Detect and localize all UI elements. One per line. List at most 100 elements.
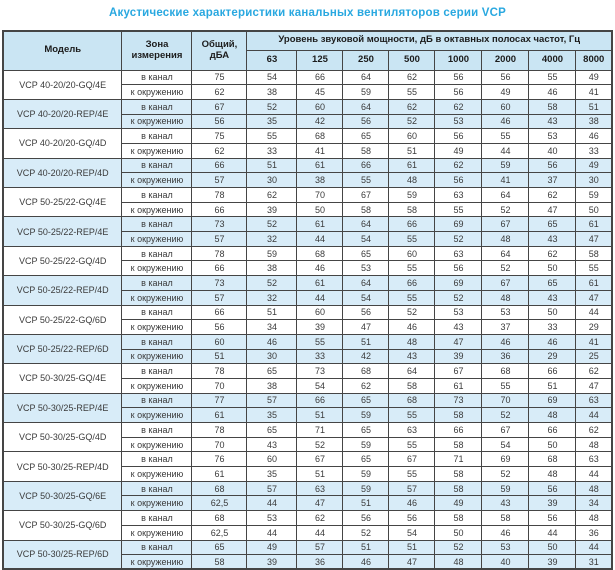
table-row: VCP 50-25/22-REP/4E в канал 73 52 61 64 66 69 67… — [2, 216, 613, 247]
spl-value-cell: 55 — [388, 289, 436, 306]
spl-value-cell: 67 — [481, 422, 530, 438]
table-row: к окружению 57 32 44 54 55 52 48 43 47 — [3, 289, 613, 306]
spl-value-cell: 58 — [342, 201, 390, 218]
spl-value-cell: 51 — [246, 304, 298, 321]
spl-value-cell: 44 — [296, 231, 344, 247]
table-row: VCP 50-25/22-GQ/6D в канал 66 51 60 56 52 53 53 5… — [2, 304, 613, 335]
spl-value-cell: 56 — [342, 304, 390, 321]
spl-value-cell: 44 — [481, 142, 530, 159]
spl-value-cell: 51 — [575, 98, 613, 115]
column-header-sound-power: Уровень звуковой мощности, дБ в октавных… — [246, 30, 613, 51]
spl-value-cell: 46 — [575, 128, 613, 144]
table-row: VCP 50-30/25-GQ/4E в канал 78 65 73 68 64 67 68 6… — [2, 363, 613, 394]
spl-value-cell: 73 — [434, 392, 483, 409]
spl-value-cell: 54 — [296, 377, 344, 394]
spl-value-cell: 37 — [481, 319, 530, 335]
spl-value-cell: 30 — [246, 172, 298, 188]
model-name: VCP 50-25/22-GQ/6D — [2, 304, 123, 335]
spl-value-cell: 61 — [434, 377, 483, 394]
zone-cell: в канал — [121, 275, 193, 291]
spl-value-cell: 47 — [575, 377, 613, 394]
spl-value-cell: 48 — [388, 333, 436, 350]
column-header-freq-63: 63 — [246, 49, 298, 71]
zone-cell: к окружению — [121, 466, 193, 482]
spl-value-cell: 42 — [342, 348, 390, 365]
zone-cell: в канал — [121, 69, 193, 86]
spl-value-cell: 68 — [296, 245, 344, 262]
spl-value-cell: 43 — [528, 231, 577, 247]
spl-value-cell: 52 — [434, 231, 483, 247]
spl-value-cell: 56 — [388, 510, 436, 526]
spl-value-cell: 68 — [481, 363, 530, 379]
total-dba-cell: 58 — [191, 554, 248, 570]
spl-value-cell: 62 — [434, 157, 483, 174]
spl-value-cell: 58 — [388, 377, 436, 394]
spl-value-cell: 44 — [296, 524, 344, 541]
spl-value-cell: 49 — [575, 157, 613, 174]
spl-value-cell: 44 — [575, 304, 613, 321]
spl-value-cell: 44 — [528, 524, 577, 541]
total-dba-cell: 66 — [191, 260, 248, 277]
zone-cell: к окружению — [121, 172, 193, 188]
spl-value-cell: 43 — [481, 495, 530, 512]
spl-value-cell: 50 — [575, 201, 613, 218]
zone-cell: в канал — [121, 187, 193, 203]
spl-value-cell: 59 — [342, 436, 390, 453]
zone-cell: в канал — [121, 128, 193, 144]
spl-value-cell: 53 — [481, 304, 530, 321]
spl-value-cell: 63 — [575, 451, 613, 468]
spl-value-cell: 40 — [481, 554, 530, 570]
total-dba-cell: 70 — [191, 377, 248, 394]
spl-value-cell: 48 — [528, 466, 577, 482]
spl-value-cell: 58 — [434, 510, 483, 526]
spl-value-cell: 65 — [246, 422, 298, 438]
column-header-freq-8000: 8000 — [575, 49, 613, 71]
spl-value-cell: 36 — [575, 524, 613, 541]
spl-value-cell: 49 — [434, 142, 483, 159]
spl-value-cell: 32 — [246, 289, 298, 306]
spl-value-cell: 53 — [434, 113, 483, 130]
spl-value-cell: 56 — [434, 172, 483, 188]
spl-value-cell: 61 — [388, 157, 436, 174]
spl-value-cell: 65 — [342, 392, 390, 409]
spl-value-cell: 59 — [481, 480, 530, 497]
acoustic-characteristics-table: Модель Зона измерения Общий, дБА Уровень… — [1, 30, 614, 570]
spl-value-cell: 73 — [296, 363, 344, 379]
total-dba-cell: 68 — [191, 480, 248, 497]
column-header-total: Общий, дБА — [191, 30, 248, 71]
zone-cell: к окружению — [121, 84, 193, 100]
spl-value-cell: 46 — [528, 84, 577, 100]
total-dba-cell: 57 — [191, 289, 248, 306]
spl-value-cell: 60 — [246, 451, 298, 468]
spl-value-cell: 42 — [296, 113, 344, 130]
spl-value-cell: 58 — [434, 407, 483, 423]
spl-value-cell: 52 — [434, 539, 483, 556]
table-row: VCP 40-20/20-REP/4D в канал 66 51 61 66 61 62 59… — [2, 157, 613, 189]
spl-value-cell: 58 — [575, 245, 613, 262]
spl-value-cell: 52 — [296, 436, 344, 453]
zone-cell: в канал — [121, 98, 193, 115]
spl-value-cell: 47 — [575, 289, 613, 306]
spl-value-cell: 38 — [575, 113, 613, 130]
total-dba-cell: 73 — [191, 216, 248, 233]
spl-value-cell: 48 — [388, 172, 436, 188]
spl-value-cell: 66 — [528, 363, 577, 379]
zone-cell: к окружению — [121, 436, 193, 453]
table-row: к окружению 61 35 51 59 55 58 52 48 44 — [3, 407, 613, 423]
spl-value-cell: 34 — [246, 319, 298, 335]
spl-value-cell: 49 — [246, 539, 298, 556]
zone-cell: к окружению — [121, 231, 193, 247]
table-row: VCP 50-30/25-REP/4E в канал 77 57 66 65 68 73 70… — [2, 392, 613, 424]
model-name: VCP 50-25/22-REP/4D — [2, 275, 123, 306]
spl-value-cell: 52 — [434, 289, 483, 306]
spl-value-cell: 41 — [575, 333, 613, 350]
spl-value-cell: 50 — [528, 304, 577, 321]
spl-value-cell: 46 — [246, 333, 298, 350]
spl-value-cell: 34 — [575, 495, 613, 512]
spl-value-cell: 43 — [528, 113, 577, 130]
column-header-freq-4000: 4000 — [528, 49, 577, 71]
spl-value-cell: 53 — [246, 510, 298, 526]
spl-value-cell: 59 — [481, 157, 530, 174]
spl-value-cell: 39 — [528, 554, 577, 570]
zone-cell: к окружению — [121, 495, 193, 512]
